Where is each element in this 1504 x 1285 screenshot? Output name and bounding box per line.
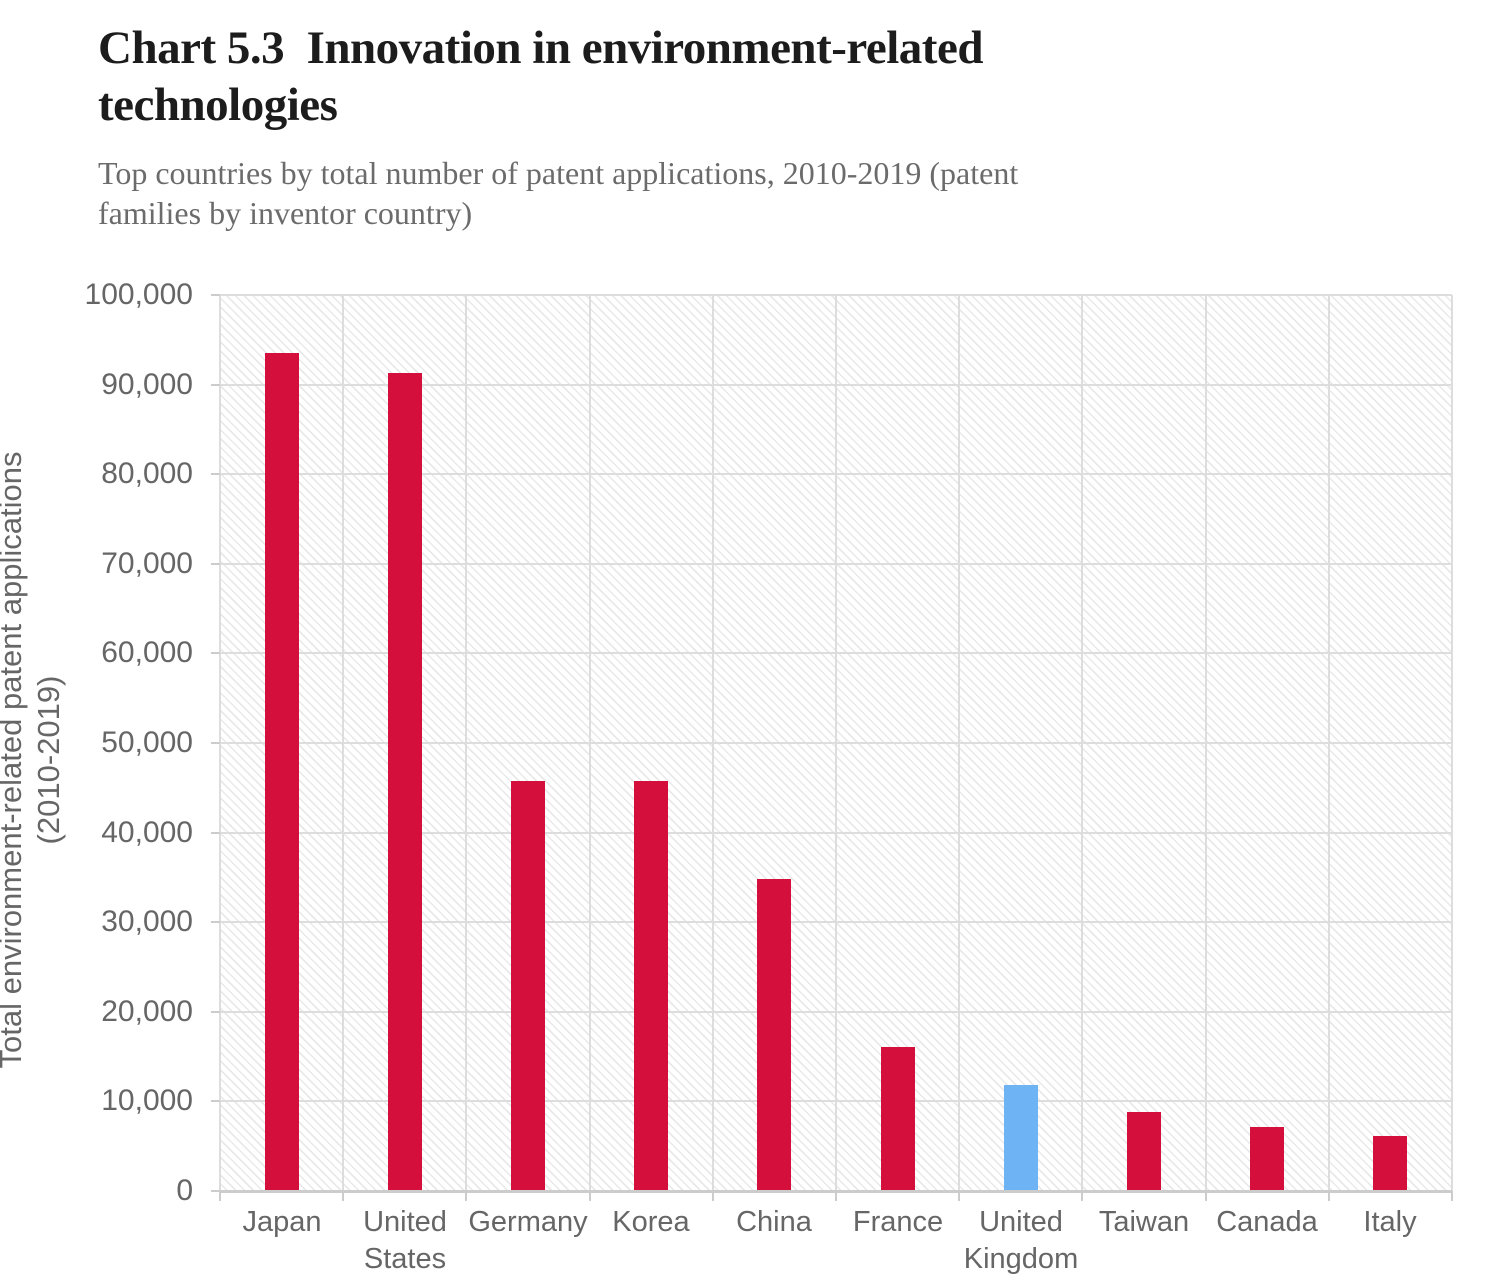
chart-title: Chart 5.3 Innovation in environment-rela…: [98, 22, 983, 131]
y-tick: [211, 384, 220, 386]
x-category-label: Germany: [468, 1206, 588, 1238]
x-category-label: United Kingdom: [963, 1206, 1079, 1275]
chart-header: Chart 5.3 Innovation in environment-rela…: [98, 20, 1478, 233]
y-tick-label: 80,000: [101, 457, 193, 490]
gridline-v: [1451, 295, 1453, 1191]
gridline-h: [220, 742, 1452, 744]
bar-united-states: [388, 373, 422, 1190]
bar-taiwan: [1127, 1112, 1161, 1190]
gridline-h: [220, 294, 1452, 296]
y-tick-label: 50,000: [101, 726, 193, 759]
y-tick: [211, 832, 220, 834]
y-tick: [211, 294, 220, 296]
y-tick-label: 40,000: [101, 816, 193, 849]
y-tick: [211, 1011, 220, 1013]
bar-germany: [511, 781, 545, 1190]
y-tick: [211, 921, 220, 923]
y-tick: [211, 563, 220, 565]
y-axis-title: Total environment-related patent applica…: [0, 451, 66, 1069]
y-tick: [211, 473, 220, 475]
bar-france: [881, 1047, 915, 1190]
y-tick-label: 90,000: [101, 368, 193, 401]
x-category-label: Italy: [1363, 1206, 1417, 1238]
x-tick: [219, 1191, 221, 1201]
bar-korea: [634, 781, 668, 1190]
x-category-label: Korea: [612, 1206, 690, 1238]
bar-italy: [1373, 1136, 1407, 1190]
x-category-label: France: [852, 1206, 944, 1238]
gridline-h: [220, 384, 1452, 386]
x-category-label: Taiwan: [1098, 1206, 1190, 1238]
gridline-h: [220, 473, 1452, 475]
x-category-label: Canada: [1216, 1206, 1318, 1238]
x-tick: [835, 1191, 837, 1201]
x-tick: [1328, 1191, 1330, 1201]
y-tick-label: 100,000: [84, 278, 193, 311]
x-tick: [1081, 1191, 1083, 1201]
y-tick-label: 20,000: [101, 995, 193, 1028]
x-axis-line: [220, 1190, 1452, 1193]
bar-united-kingdom: [1004, 1085, 1038, 1190]
bar-japan: [265, 353, 299, 1190]
x-tick: [712, 1191, 714, 1201]
x-tick: [1451, 1191, 1453, 1201]
gridline-h: [220, 921, 1452, 923]
y-tick: [211, 652, 220, 654]
y-tick-label: 10,000: [101, 1084, 193, 1117]
x-tick: [342, 1191, 344, 1201]
gridline-h: [220, 652, 1452, 654]
y-tick: [211, 1100, 220, 1102]
chart-subtitle: Top countries by total number of patent …: [98, 155, 1019, 231]
x-category-label: United States: [363, 1206, 447, 1275]
gridline-h: [220, 1011, 1452, 1013]
bar-canada: [1250, 1127, 1284, 1190]
gridline-h: [220, 1100, 1452, 1102]
y-tick-label: 0: [176, 1174, 193, 1207]
y-tick-label: 30,000: [101, 905, 193, 938]
bar-china: [757, 879, 791, 1190]
y-tick: [211, 1190, 220, 1192]
gridline-h: [220, 832, 1452, 834]
x-tick: [1205, 1191, 1207, 1201]
y-tick: [211, 742, 220, 744]
x-tick: [465, 1191, 467, 1201]
x-tick: [589, 1191, 591, 1201]
y-tick-label: 60,000: [101, 636, 193, 669]
x-category-label: Japan: [242, 1206, 322, 1238]
gridline-h: [220, 563, 1452, 565]
x-tick: [958, 1191, 960, 1201]
y-tick-label: 70,000: [101, 547, 193, 580]
x-category-label: China: [736, 1206, 812, 1238]
